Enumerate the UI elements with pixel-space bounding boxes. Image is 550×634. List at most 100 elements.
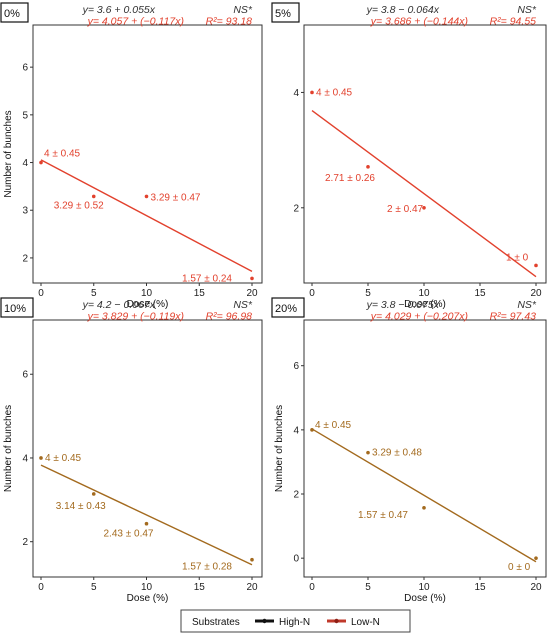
x-axis-title: Dose (%) [127,593,169,604]
legend-high-n-dot [262,618,267,624]
y-tick-label: 3 [22,206,28,217]
x-tick-label: 20 [246,582,258,593]
data-point [310,90,314,95]
panel-tag-label: 20% [275,303,297,315]
equations: y= 3.8 − 0.064x NS* y= 3.686 + (−0.144x) R²… [366,4,537,28]
panel-tag: 5% [271,2,300,23]
plot-frame [303,319,547,578]
data-label: 2 ± 0.47 [387,204,424,215]
legend-frame [180,609,411,633]
y-tick-label: 2 [22,537,28,548]
panel-3: 10% y= 4.2 − 0.067x NS* y= 3.829 + (−0.119x… [0,297,263,604]
x-tick-label: 5 [91,582,97,593]
equations: y= 3.8 − 0.075x NS* y= 4.029 + (−0.207x) R²… [366,299,537,323]
panel-tag-frame [271,2,300,23]
data-label: 3.29 ± 0.52 [54,200,104,211]
data-label: 1 ± 0 [506,252,529,263]
data-point [91,492,96,496]
panel-4: 20% y= 3.8 − 0.075x NS* y= 4.029 + (−0.207x… [271,297,547,604]
panel-tag-label: 0% [4,8,20,20]
x-tick-label: 10 [141,288,153,299]
data-point [422,506,426,510]
plot-frame [32,24,263,284]
equation-low-n: y= 4.029 + (−0.207x) [370,311,468,323]
data-point [366,450,370,455]
y-axis-title: Number of bunches [3,110,14,197]
plot-frame [32,319,263,578]
regression-line-low-n [311,428,537,563]
x-tick-label: 0 [309,582,315,593]
data-point [144,194,149,199]
significance-high-n: NS* [517,4,537,16]
data-point [250,276,254,281]
x-tick-label: 15 [474,582,486,593]
significance-high-n: NS* [233,299,253,311]
x-tick-label: 20 [530,582,542,593]
y-tick-label: 4 [293,88,299,99]
legend: Substrates High-N Low-N [180,609,411,633]
data-label: 4 ± 0.45 [44,149,81,160]
x-tick-label: 20 [530,288,542,299]
panel-tag-frame [0,2,29,23]
legend-low-n-dot [334,618,339,624]
data-point [366,165,370,169]
equation-high-n: y= 3.6 + 0.055x [82,4,156,16]
data-label: 4 ± 0.45 [315,420,352,431]
x-tick-label: 20 [246,288,258,299]
panel-2: 5% y= 3.8 − 0.064x NS* y= 3.686 + (−0.144x)… [271,2,547,310]
y-tick-label: 2 [22,253,28,264]
equations: y= 4.2 − 0.067x NS* y= 3.829 + (−0.119x) R²… [82,299,253,323]
x-tick-label: 10 [418,288,430,299]
x-tick-label: 0 [38,288,44,299]
y-axis-title: Number of bunches [274,405,285,492]
equation-high-n: y= 4.2 − 0.067x [82,299,156,311]
data-label: 3.29 ± 0.48 [372,448,422,459]
data-point [534,556,538,560]
regression-line-low-n [40,464,253,566]
r-squared-low-n: R²= 94.55 [490,16,537,28]
y-tick-label: 5 [22,110,28,121]
x-axis-title: Dose (%) [404,299,446,310]
panels: 0% y= 3.6 + 0.055x NS* y= 4.057 + (−0.117x)… [0,2,547,604]
data-point [534,263,538,268]
x-tick-label: 10 [418,582,430,593]
y-tick-label: 2 [293,203,299,214]
x-tick-label: 5 [365,582,371,593]
panel-tag-label: 10% [4,303,26,315]
legend-high-n-label: High-N [279,617,310,628]
data-label: 0 ± 0 [508,562,531,573]
y-tick-label: 4 [293,425,299,436]
plot-frame [303,24,547,284]
significance-high-n: NS* [517,299,537,311]
y-tick-label: 2 [293,490,299,501]
data-point [250,557,254,562]
equations: y= 3.6 + 0.055x NS* y= 4.057 + (−0.117x) R²… [82,4,253,28]
y-tick-label: 0 [293,554,299,565]
y-axis-title: Number of bunches [3,405,14,492]
panel-tag: 10% [0,297,34,318]
x-tick-label: 5 [365,288,371,299]
data-label: 3.14 ± 0.43 [56,501,106,512]
data-label: 1.57 ± 0.47 [358,510,408,521]
data-label: 1.57 ± 0.28 [182,562,232,573]
equation-high-n: y= 3.8 − 0.064x [366,4,440,16]
r-squared-low-n: R²= 97.43 [490,311,537,323]
regression-line-low-n [40,159,253,273]
significance-high-n: NS* [233,4,253,16]
x-tick-label: 15 [194,288,206,299]
equation-high-n: y= 3.8 − 0.075x [366,299,440,311]
y-tick-label: 4 [22,158,28,169]
y-tick-label: 6 [22,370,28,381]
x-tick-label: 10 [141,582,153,593]
r-squared-low-n: R²= 93.18 [206,16,253,28]
y-tick-label: 6 [22,63,28,74]
data-label: 2.71 ± 0.26 [325,173,375,184]
data-point [144,521,149,526]
equation-low-n: y= 3.686 + (−0.144x) [370,16,468,28]
x-axis-title: Dose (%) [127,299,169,310]
data-point [310,428,314,432]
equation-low-n: y= 4.057 + (−0.117x) [87,16,184,28]
x-tick-label: 0 [38,582,44,593]
data-label: 4 ± 0.45 [316,87,353,98]
x-tick-label: 5 [91,288,97,299]
